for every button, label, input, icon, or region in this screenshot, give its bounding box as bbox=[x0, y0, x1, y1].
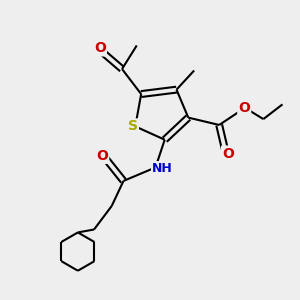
Text: S: S bbox=[128, 119, 138, 134]
Text: O: O bbox=[238, 101, 250, 115]
Text: O: O bbox=[222, 146, 234, 161]
Text: O: O bbox=[94, 41, 106, 56]
Text: NH: NH bbox=[152, 162, 173, 175]
Text: O: O bbox=[96, 149, 108, 163]
